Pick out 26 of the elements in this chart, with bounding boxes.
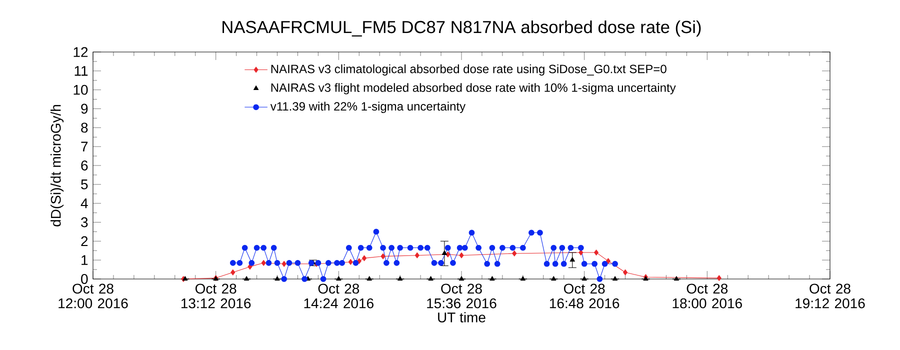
legend-label: NAIRAS v3 climatological absorbed dose rate using SiDose_G0.txt SEP=0 — [271, 64, 666, 76]
y-tick-label: 0 — [81, 274, 88, 284]
x-tick-label: Oct 28 19:12 2016 — [796, 284, 865, 308]
y-tick-label: 1 — [82, 255, 88, 265]
x-tick-label: Oct 28 13:12 2016 — [181, 284, 251, 308]
y-tick-label: 12 — [74, 47, 88, 57]
x-tick-label: Oct 28 16:48 2016 — [550, 284, 620, 308]
x-tick-label: Oct 28 12:00 2016 — [58, 284, 128, 308]
y-axis-title: dD(Si)/dt microGy/h — [50, 104, 64, 226]
legend-label: NAIRAS v3 flight modeled absorbed dose rate with 10% 1-sigma uncertainty — [271, 83, 676, 94]
y-tick-label: 7 — [81, 142, 88, 152]
y-tick-label: 11 — [74, 66, 88, 76]
x-tick-label: Oct 28 15:36 2016 — [427, 284, 496, 308]
x-tick-label: Oct 28 14:24 2016 — [304, 284, 374, 308]
y-tick-label: 5 — [81, 180, 88, 190]
legend-label: v11.39 with 22% 1-sigma uncertainty — [270, 102, 466, 113]
x-tick-label: Oct 28 18:00 2016 — [672, 284, 742, 308]
y-tick-label: 10 — [74, 84, 88, 95]
y-tick-label: 3 — [81, 217, 88, 228]
y-tick-label: 6 — [81, 160, 88, 170]
x-axis-title: UT time — [438, 312, 486, 322]
y-tick-label: 4 — [80, 198, 88, 208]
chart-title: NASAAFRCMUL_FM5 DC87 N817NA absorbed dose rate (Si) — [222, 20, 701, 37]
y-tick-label: 2 — [81, 236, 88, 246]
y-tick-label: 9 — [81, 104, 88, 114]
y-tick-label: 8 — [81, 122, 88, 133]
